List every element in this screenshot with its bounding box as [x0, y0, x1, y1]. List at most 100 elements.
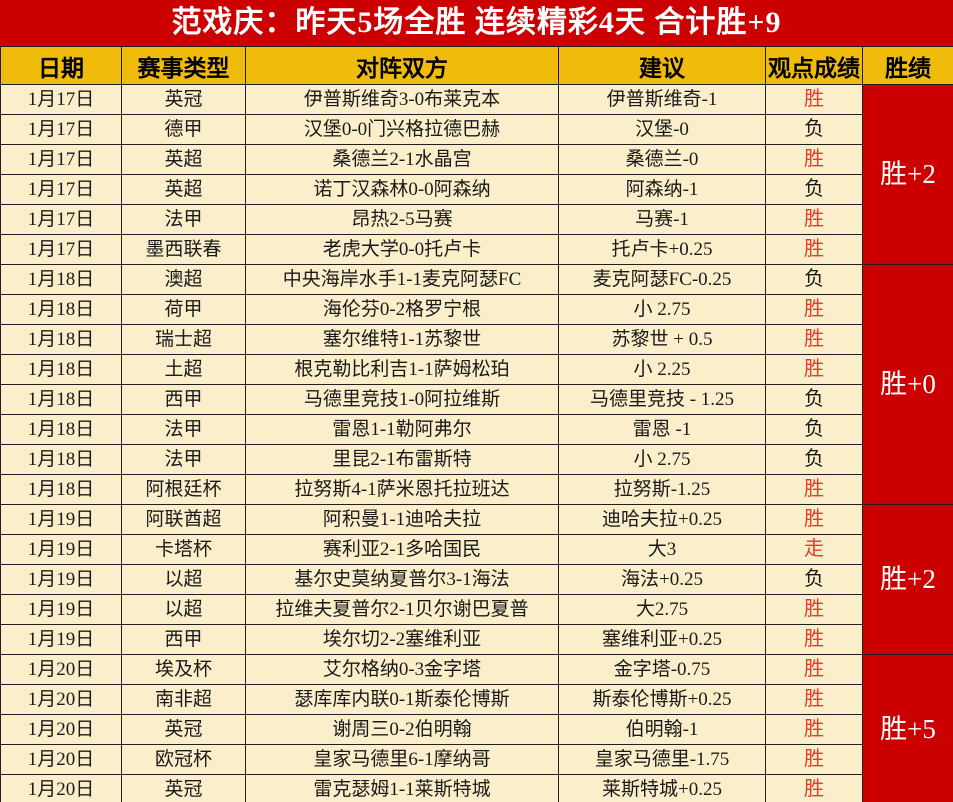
cell-result: 胜	[765, 474, 863, 505]
table-row: 1月19日 卡塔杯 赛利亚2-1多哈国民 大3 走	[0, 534, 953, 565]
cell-match: 赛利亚2-1多哈国民	[245, 534, 559, 565]
table-row: 1月20日 南非超 瑟库库内联0-1斯泰伦博斯 斯泰伦博斯+0.25 胜	[0, 684, 953, 715]
cell-match: 马德里竞技1-0阿拉维斯	[245, 384, 559, 415]
table-row: 1月18日 澳超 中央海岸水手1-1麦克阿瑟FC 麦克阿瑟FC-0.25 负胜+0	[0, 264, 953, 505]
header-streak: 胜绩	[862, 46, 953, 85]
table-row: 1月17日 德甲 汉堡0-0门兴格拉德巴赫 汉堡-0 负	[0, 114, 953, 145]
predictions-table: 日期 赛事类型 对阵双方 建议 观点成绩 胜绩 1月17日 英冠 伊普斯维奇3-0布…	[0, 46, 953, 802]
header-result: 观点成绩	[765, 46, 863, 85]
cell-result: 胜	[765, 654, 863, 685]
cell-match: 老虎大学0-0托卢卡	[245, 234, 559, 265]
cell-result: 走	[765, 534, 863, 565]
table-row: 1月17日 英冠 伊普斯维奇3-0布莱克本 伊普斯维奇-1 胜胜+2	[0, 84, 953, 265]
cell-match: 拉维夫夏普尔2-1贝尔谢巴夏普	[245, 594, 559, 625]
cell-date: 1月17日	[0, 234, 122, 265]
cell-advice: 麦克阿瑟FC-0.25	[558, 264, 766, 295]
cell-streak: 胜+2	[862, 84, 953, 265]
table-row: 1月17日 法甲 昂热2-5马赛 马赛-1 胜	[0, 204, 953, 235]
cell-league: 英冠	[121, 714, 246, 745]
table-row: 1月17日 英超 诺丁汉森林0-0阿森纳 阿森纳-1 负	[0, 174, 953, 205]
cell-advice: 斯泰伦博斯+0.25	[558, 684, 766, 715]
header-match: 对阵双方	[245, 46, 559, 85]
table-row: 1月18日 瑞士超 塞尔维特1-1苏黎世 苏黎世 + 0.5 胜	[0, 324, 953, 355]
cell-match: 昂热2-5马赛	[245, 204, 559, 235]
table-row: 1月20日 欧冠杯 皇家马德里6-1摩纳哥 皇家马德里-1.75 胜	[0, 744, 953, 775]
cell-result: 负	[765, 264, 863, 295]
cell-result: 胜	[765, 774, 863, 802]
cell-match: 根克勒比利吉1-1萨姆松珀	[245, 354, 559, 385]
cell-match: 谢周三0-2伯明翰	[245, 714, 559, 745]
table-body: 1月17日 英冠 伊普斯维奇3-0布莱克本 伊普斯维奇-1 胜胜+2 1月17日 德甲 汉堡0…	[0, 84, 953, 802]
cell-match: 皇家马德里6-1摩纳哥	[245, 744, 559, 775]
cell-streak: 胜+2	[862, 504, 953, 655]
header-date: 日期	[0, 46, 122, 85]
cell-advice: 伊普斯维奇-1	[558, 84, 766, 115]
table-row: 1月18日 法甲 里昆2-1布雷斯特小 2.75 负	[0, 444, 953, 475]
cell-date: 1月17日	[0, 144, 122, 175]
cell-date: 1月18日	[0, 474, 122, 505]
cell-result: 胜	[765, 354, 863, 385]
table-row: 1月19日 以超 拉维夫夏普尔2-1贝尔谢巴夏普 大2.75 胜	[0, 594, 953, 625]
cell-result: 胜	[765, 504, 863, 535]
cell-league: 阿根廷杯	[121, 474, 246, 505]
cell-advice: 迪哈夫拉+0.25	[558, 504, 766, 535]
cell-advice: 塞维利亚+0.25	[558, 624, 766, 655]
header-league: 赛事类型	[121, 46, 246, 85]
cell-result: 胜	[765, 594, 863, 625]
cell-league: 以超	[121, 594, 246, 625]
cell-league: 法甲	[121, 414, 246, 445]
cell-league: 埃及杯	[121, 654, 246, 685]
cell-date: 1月19日	[0, 534, 122, 565]
table-row: 1月17日 英超 桑德兰2-1水晶宫 桑德兰-0 胜	[0, 144, 953, 175]
cell-match: 中央海岸水手1-1麦克阿瑟FC	[245, 264, 559, 295]
cell-match: 阿积曼1-1迪哈夫拉	[245, 504, 559, 535]
cell-result: 负	[765, 414, 863, 445]
cell-date: 1月20日	[0, 714, 122, 745]
table-row: 1月19日 西甲 埃尔切2-2塞维利亚 塞维利亚+0.25 胜	[0, 624, 953, 655]
cell-date: 1月18日	[0, 444, 122, 475]
cell-league: 以超	[121, 564, 246, 595]
cell-result: 负	[765, 384, 863, 415]
cell-match: 埃尔切2-2塞维利亚	[245, 624, 559, 655]
cell-date: 1月20日	[0, 684, 122, 715]
table-row: 1月20日 埃及杯 艾尔格纳0-3金字塔 金字塔-0.75 胜胜+5	[0, 654, 953, 802]
cell-advice: 金字塔-0.75	[558, 654, 766, 685]
cell-league: 欧冠杯	[121, 744, 246, 775]
table-row: 1月19日 阿联酋超 阿积曼1-1迪哈夫拉 迪哈夫拉+0.25 胜胜+2	[0, 504, 953, 655]
cell-date: 1月18日	[0, 294, 122, 325]
cell-match: 雷恩1-1勒阿弗尔	[245, 414, 559, 445]
cell-result: 胜	[765, 624, 863, 655]
cell-advice: 马赛-1	[558, 204, 766, 235]
table-row: 1月18日 阿根廷杯 拉努斯4-1萨米恩托拉班达 拉努斯-1.25 胜	[0, 474, 953, 505]
cell-advice: 汉堡-0	[558, 114, 766, 145]
cell-advice: 大3	[558, 534, 766, 565]
cell-league: 英冠	[121, 84, 246, 115]
cell-advice: 小 2.75	[558, 444, 766, 475]
banner-title-text: 范戏庆：昨天5场全胜 连续精彩4天 合计胜+9	[171, 6, 782, 39]
cell-result: 胜	[765, 714, 863, 745]
cell-league: 法甲	[121, 204, 246, 235]
table-row: 1月17日 墨西联春 老虎大学0-0托卢卡 托卢卡+0.25 胜	[0, 234, 953, 265]
cell-league: 土超	[121, 354, 246, 385]
cell-match: 塞尔维特1-1苏黎世	[245, 324, 559, 355]
cell-league: 西甲	[121, 384, 246, 415]
cell-date: 1月19日	[0, 564, 122, 595]
cell-advice: 海法+0.25	[558, 564, 766, 595]
cell-date: 1月17日	[0, 174, 122, 205]
cell-advice: 小 2.75	[558, 294, 766, 325]
table-row: 1月18日 西甲 马德里竞技1-0阿拉维斯 马德里竞技 - 1.25 负	[0, 384, 953, 415]
cell-league: 荷甲	[121, 294, 246, 325]
cell-date: 1月18日	[0, 324, 122, 355]
cell-advice: 苏黎世 + 0.5	[558, 324, 766, 355]
cell-advice: 大2.75	[558, 594, 766, 625]
cell-result: 负	[765, 174, 863, 205]
cell-result: 胜	[765, 84, 863, 115]
cell-match: 伊普斯维奇3-0布莱克本	[245, 84, 559, 115]
cell-date: 1月18日	[0, 384, 122, 415]
cell-result: 胜	[765, 684, 863, 715]
cell-league: 英冠	[121, 774, 246, 802]
table-row: 1月18日 法甲 雷恩1-1勒阿弗尔 雷恩 -1 负	[0, 414, 953, 445]
cell-date: 1月19日	[0, 504, 122, 535]
cell-league: 澳超	[121, 264, 246, 295]
cell-match: 瑟库库内联0-1斯泰伦博斯	[245, 684, 559, 715]
